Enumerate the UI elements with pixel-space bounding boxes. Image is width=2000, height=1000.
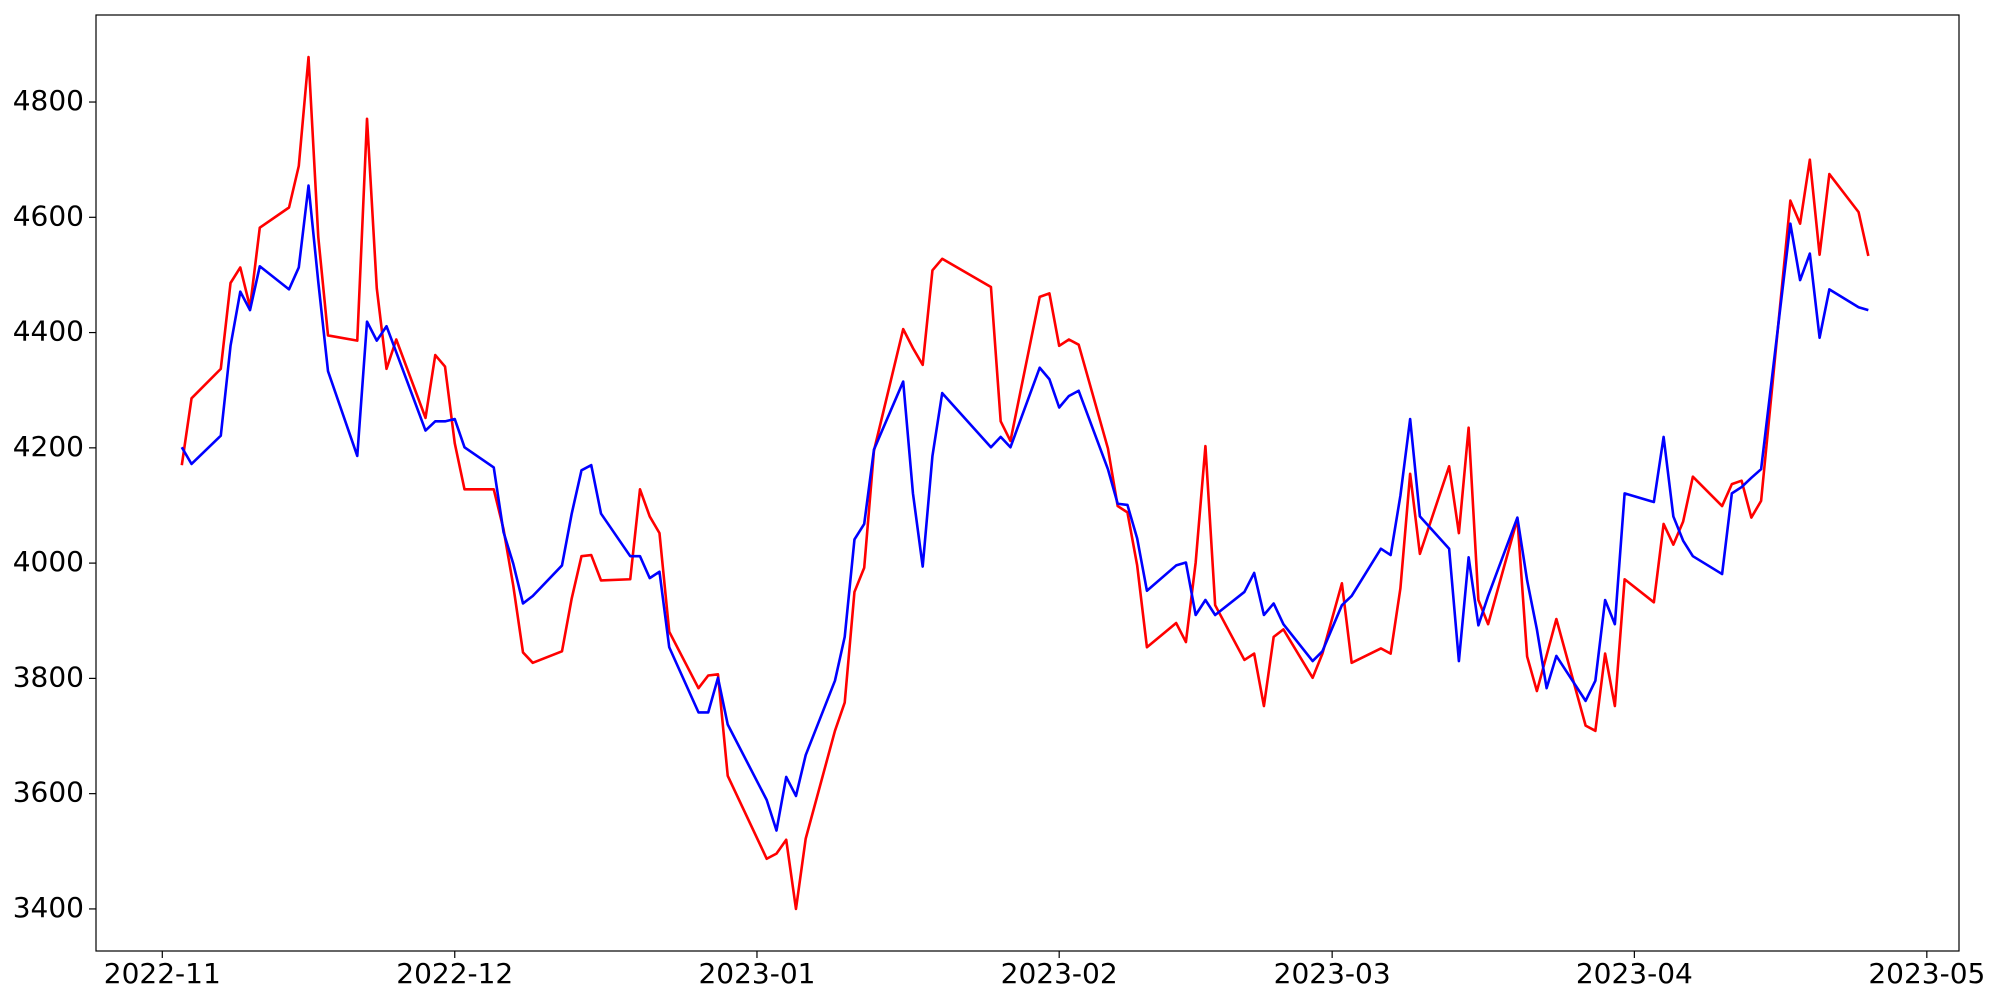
y-tick-label: 4000	[13, 545, 84, 578]
y-tick-label: 3800	[13, 660, 84, 693]
series-line	[180, 184, 1869, 832]
x-tick-label: 2023-04	[1576, 957, 1693, 990]
x-tick-label: 2023-01	[698, 957, 815, 990]
y-tick-label: 4600	[13, 199, 84, 232]
y-tick-label: 4200	[13, 430, 84, 463]
plot-frame	[95, 14, 1960, 952]
y-tick-label: 4800	[13, 84, 84, 117]
y-tick-label: 3600	[13, 776, 84, 809]
y-tick-label: 4400	[13, 315, 84, 348]
x-tick-label: 2023-03	[1274, 957, 1391, 990]
y-tick-label: 3400	[13, 891, 84, 924]
series-line	[180, 55, 1870, 911]
x-tick-label: 2023-02	[1001, 957, 1118, 990]
x-tick-label: 2022-12	[396, 957, 513, 990]
x-tick-label: 2022-11	[104, 957, 221, 990]
x-tick-label: 2023-05	[1868, 957, 1985, 990]
